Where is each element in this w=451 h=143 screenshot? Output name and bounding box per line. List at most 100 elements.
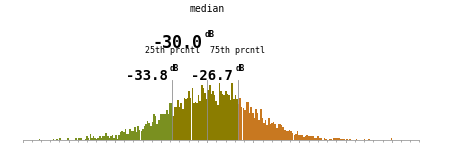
Bar [153, 114, 155, 140]
Bar [284, 130, 285, 140]
Bar [97, 138, 99, 140]
Bar [193, 103, 195, 140]
Bar [273, 122, 274, 140]
Bar [222, 95, 223, 140]
Bar [169, 103, 171, 140]
Bar [303, 137, 305, 140]
Bar [56, 139, 58, 140]
Bar [249, 113, 250, 140]
Text: 25th prcntl: 25th prcntl [145, 46, 200, 55]
Bar [179, 107, 180, 140]
Text: -33.8: -33.8 [126, 69, 168, 83]
Bar [147, 121, 148, 140]
Bar [113, 138, 115, 140]
Bar [364, 139, 365, 140]
Bar [160, 114, 161, 140]
Bar [257, 113, 258, 140]
Bar [155, 116, 156, 140]
Bar [333, 138, 335, 140]
Bar [223, 95, 225, 140]
Bar [142, 129, 144, 140]
Bar [231, 83, 233, 140]
Bar [110, 136, 112, 140]
Bar [133, 131, 134, 140]
Bar [260, 109, 262, 140]
Bar [185, 99, 187, 140]
Bar [285, 131, 287, 140]
Bar [163, 114, 165, 140]
Bar [93, 136, 94, 140]
Bar [298, 135, 300, 140]
Bar [282, 127, 284, 140]
Text: 75th prcntl: 75th prcntl [210, 46, 265, 55]
Text: -26.7: -26.7 [191, 69, 233, 83]
Bar [117, 139, 118, 140]
Bar [356, 139, 357, 140]
Text: dB: dB [205, 30, 215, 39]
Bar [177, 100, 179, 140]
Bar [88, 138, 89, 140]
Bar [318, 136, 319, 140]
Bar [184, 98, 185, 140]
Bar [38, 139, 40, 140]
Bar [262, 118, 263, 140]
Bar [253, 118, 255, 140]
Bar [276, 128, 277, 140]
Bar [340, 139, 341, 140]
Bar [321, 138, 322, 140]
Bar [201, 85, 202, 140]
Bar [192, 88, 193, 140]
Bar [182, 109, 184, 140]
Bar [241, 107, 243, 140]
Bar [239, 98, 241, 140]
Bar [174, 107, 175, 140]
Bar [78, 138, 80, 140]
Bar [287, 131, 289, 140]
Bar [195, 102, 196, 140]
Bar [189, 91, 190, 140]
Bar [204, 93, 206, 140]
Bar [144, 126, 145, 140]
Bar [368, 139, 370, 140]
Bar [346, 139, 348, 140]
Bar [107, 136, 109, 140]
Bar [281, 125, 282, 140]
Bar [290, 131, 292, 140]
Bar [313, 136, 314, 140]
Bar [309, 136, 311, 140]
Bar [85, 139, 86, 140]
Bar [246, 102, 247, 140]
Bar [319, 138, 321, 140]
Bar [161, 114, 163, 140]
Bar [96, 139, 97, 140]
Bar [228, 95, 230, 140]
Bar [305, 136, 306, 140]
Bar [137, 126, 139, 140]
Bar [121, 131, 123, 140]
Bar [134, 127, 136, 140]
Bar [115, 135, 116, 140]
Bar [250, 107, 252, 140]
Bar [343, 139, 345, 140]
Bar [212, 91, 214, 140]
Bar [314, 138, 316, 140]
Bar [219, 84, 220, 140]
Bar [270, 124, 271, 140]
Bar [244, 110, 246, 140]
Bar [294, 135, 295, 140]
Bar [336, 138, 338, 140]
Bar [59, 138, 61, 140]
Bar [126, 134, 128, 140]
Bar [233, 99, 235, 140]
Bar [172, 116, 174, 140]
Bar [300, 135, 301, 140]
Bar [171, 103, 172, 140]
Bar [214, 95, 216, 140]
Bar [152, 122, 153, 140]
Bar [99, 136, 101, 140]
Text: dB: dB [170, 64, 179, 73]
Bar [136, 132, 137, 140]
Bar [255, 109, 257, 140]
Bar [391, 138, 392, 140]
Bar [75, 138, 77, 140]
